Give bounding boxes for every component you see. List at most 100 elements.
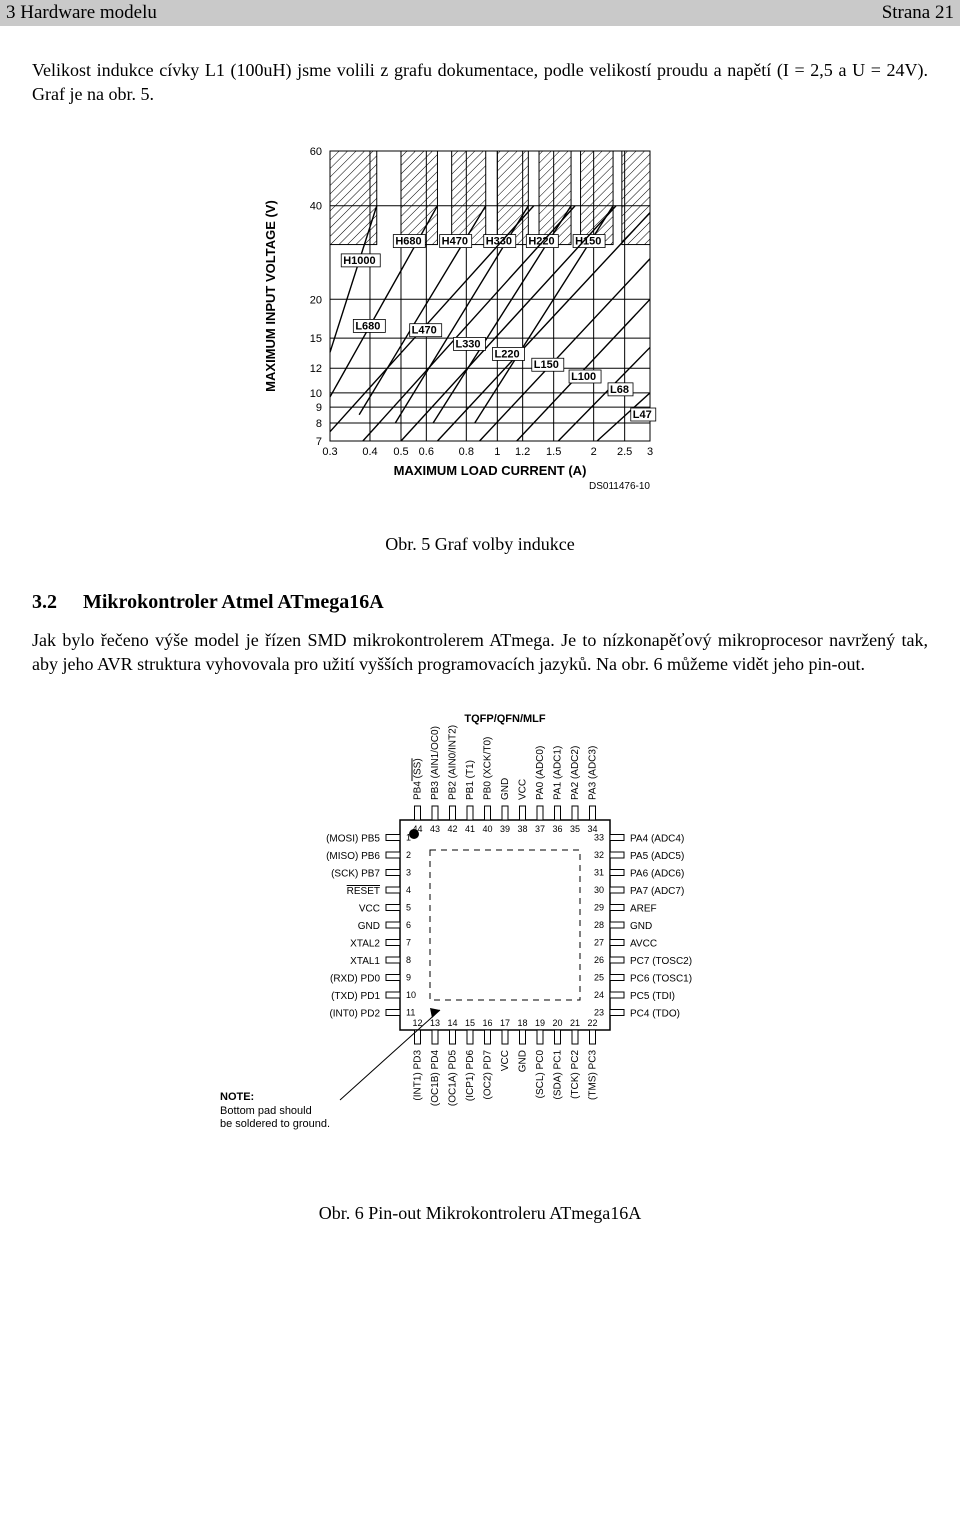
svg-text:3: 3 — [647, 446, 653, 458]
svg-text:(INT1) PD3: (INT1) PD3 — [413, 1050, 424, 1101]
svg-text:AVCC: AVCC — [630, 939, 657, 950]
svg-text:(INT0) PD2: (INT0) PD2 — [329, 1009, 380, 1020]
svg-text:(SCL) PC0: (SCL) PC0 — [535, 1050, 546, 1099]
paragraph-1: Velikost indukce cívky L1 (100uH) jsme v… — [32, 58, 928, 107]
svg-text:TQFP/QFN/MLF: TQFP/QFN/MLF — [464, 713, 546, 725]
svg-text:38: 38 — [517, 824, 527, 834]
svg-text:33: 33 — [594, 833, 604, 843]
figure-5-chart: 0.30.40.50.60.811.21.522.537891012152060… — [32, 131, 928, 516]
svg-text:30: 30 — [594, 885, 604, 895]
svg-text:1: 1 — [494, 446, 500, 458]
svg-text:(MOSI) PB5: (MOSI) PB5 — [326, 834, 380, 845]
svg-text:RESET: RESET — [347, 886, 380, 897]
svg-text:PA2 (ADC2): PA2 (ADC2) — [570, 746, 581, 800]
svg-text:Bottom pad should: Bottom pad should — [220, 1105, 312, 1117]
svg-text:(SDA) PC1: (SDA) PC1 — [553, 1050, 564, 1100]
svg-text:20: 20 — [552, 1018, 562, 1028]
svg-text:20: 20 — [310, 294, 322, 306]
svg-text:7: 7 — [406, 938, 411, 948]
svg-text:PB0 (XCK/T0): PB0 (XCK/T0) — [483, 737, 494, 800]
svg-text:8: 8 — [316, 418, 322, 430]
svg-text:DS011476-10: DS011476-10 — [589, 481, 650, 492]
svg-text:27: 27 — [594, 938, 604, 948]
svg-text:L68: L68 — [610, 383, 629, 395]
svg-text:40: 40 — [482, 824, 492, 834]
section-title: Mikrokontroler Atmel ATmega16A — [83, 591, 384, 613]
svg-text:H220: H220 — [528, 235, 554, 247]
section-heading: 3.2 Mikrokontroler Atmel ATmega16A — [32, 591, 928, 614]
svg-text:MAXIMUM LOAD CURRENT (A): MAXIMUM LOAD CURRENT (A) — [394, 463, 587, 478]
svg-text:PA7 (ADC7): PA7 (ADC7) — [630, 886, 684, 897]
svg-text:L680: L680 — [355, 320, 380, 332]
svg-text:26: 26 — [594, 955, 604, 965]
svg-text:28: 28 — [594, 920, 604, 930]
svg-text:5: 5 — [406, 903, 411, 913]
svg-text:PA5 (ADC5): PA5 (ADC5) — [630, 851, 684, 862]
svg-text:42: 42 — [447, 824, 457, 834]
svg-text:39: 39 — [500, 824, 510, 834]
svg-text:35: 35 — [570, 824, 580, 834]
svg-text:32: 32 — [594, 850, 604, 860]
svg-text:PC6 (TOSC1): PC6 (TOSC1) — [630, 974, 692, 985]
svg-text:PC4 (TDO): PC4 (TDO) — [630, 1009, 680, 1020]
svg-text:1.5: 1.5 — [546, 446, 561, 458]
svg-text:NOTE:: NOTE: — [220, 1091, 254, 1103]
page-header: 3 Hardware modelu Strana 21 — [0, 0, 960, 26]
svg-text:H680: H680 — [395, 235, 421, 247]
svg-text:15: 15 — [310, 333, 322, 345]
svg-text:L330: L330 — [455, 338, 480, 350]
svg-text:43: 43 — [430, 824, 440, 834]
svg-text:XTAL2: XTAL2 — [350, 939, 380, 950]
svg-text:4: 4 — [406, 885, 411, 895]
svg-text:(TMS) PC3: (TMS) PC3 — [588, 1050, 599, 1100]
svg-text:(RXD) PD0: (RXD) PD0 — [330, 974, 380, 985]
figure-5-caption: Obr. 5 Graf volby indukce — [32, 534, 928, 555]
svg-text:(MISO) PB6: (MISO) PB6 — [326, 851, 380, 862]
figure-6-pinout: TQFP/QFN/MLF1(MOSI) PB52(MISO) PB63(SCK)… — [32, 700, 928, 1185]
svg-text:PA6 (ADC6): PA6 (ADC6) — [630, 869, 684, 880]
svg-text:GND: GND — [630, 921, 652, 932]
svg-text:0.5: 0.5 — [393, 446, 408, 458]
svg-text:PA0 (ADC0): PA0 (ADC0) — [535, 746, 546, 800]
svg-text:6: 6 — [406, 920, 411, 930]
svg-text:PA3 (ADC3): PA3 (ADC3) — [588, 746, 599, 800]
svg-text:PA1 (ADC1): PA1 (ADC1) — [553, 746, 564, 800]
svg-text:(OC1B) PD4: (OC1B) PD4 — [430, 1050, 441, 1107]
svg-text:(OC1A) PD5: (OC1A) PD5 — [448, 1050, 459, 1107]
svg-text:22: 22 — [587, 1018, 597, 1028]
svg-text:L47: L47 — [633, 409, 652, 421]
svg-text:PB4 (SS): PB4 (SS) — [413, 759, 424, 801]
svg-text:L220: L220 — [495, 348, 520, 360]
svg-text:60: 60 — [310, 146, 322, 158]
svg-text:PB1 (T1): PB1 (T1) — [465, 760, 476, 800]
svg-text:9: 9 — [316, 402, 322, 414]
svg-text:2: 2 — [406, 850, 411, 860]
svg-text:2: 2 — [591, 446, 597, 458]
svg-text:(OC2) PD7: (OC2) PD7 — [483, 1050, 494, 1100]
svg-text:15: 15 — [465, 1018, 475, 1028]
svg-text:H330: H330 — [486, 235, 512, 247]
svg-text:10: 10 — [310, 387, 322, 399]
svg-text:41: 41 — [465, 824, 475, 834]
svg-text:24: 24 — [594, 990, 604, 1000]
svg-text:21: 21 — [570, 1018, 580, 1028]
svg-text:AREF: AREF — [630, 904, 657, 915]
svg-text:14: 14 — [447, 1018, 457, 1028]
svg-text:3: 3 — [406, 868, 411, 878]
svg-text:0.8: 0.8 — [459, 446, 474, 458]
section-number: 3.2 — [32, 591, 78, 614]
svg-text:40: 40 — [310, 200, 322, 212]
svg-text:0.4: 0.4 — [362, 446, 377, 458]
svg-text:13: 13 — [430, 1018, 440, 1028]
svg-text:GND: GND — [358, 921, 380, 932]
svg-text:PB3 (AIN1/OC0): PB3 (AIN1/OC0) — [430, 726, 441, 800]
svg-text:VCC: VCC — [518, 779, 529, 800]
svg-text:25: 25 — [594, 973, 604, 983]
svg-text:23: 23 — [594, 1008, 604, 1018]
svg-text:17: 17 — [500, 1018, 510, 1028]
svg-text:8: 8 — [406, 955, 411, 965]
paragraph-2: Jak bylo řečeno výše model je řízen SMD … — [32, 628, 928, 677]
svg-text:31: 31 — [594, 868, 604, 878]
svg-text:18: 18 — [517, 1018, 527, 1028]
svg-text:PA4 (ADC4): PA4 (ADC4) — [630, 834, 684, 845]
